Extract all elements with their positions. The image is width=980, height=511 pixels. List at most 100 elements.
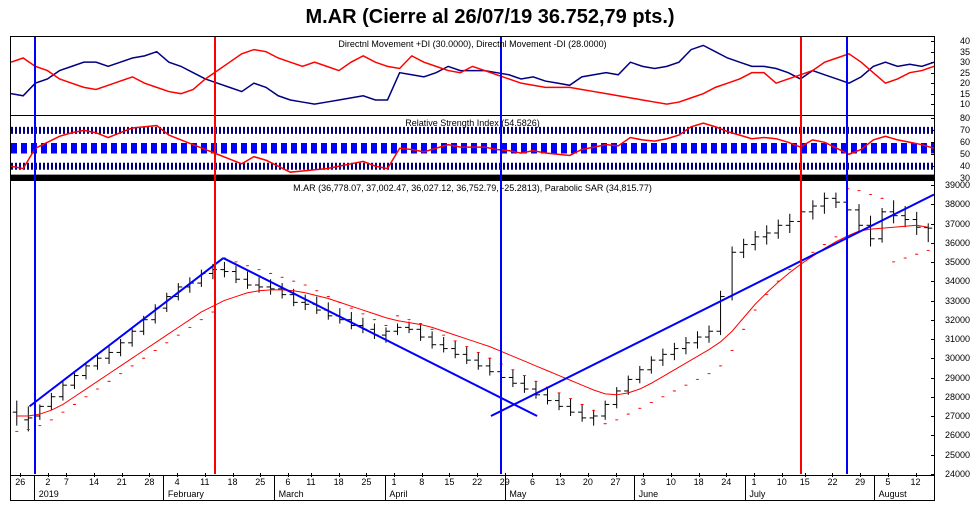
sar-dot (846, 188, 849, 189)
sar-dot (188, 327, 191, 328)
ohlc-bar (867, 216, 875, 247)
sar-dot (280, 277, 283, 278)
sar-dot (638, 408, 641, 409)
x-day-tick: 10 (777, 477, 787, 487)
sar-dot (811, 252, 814, 253)
x-day-tick: 1 (751, 477, 756, 487)
ohlc-bar (913, 212, 921, 235)
ohlc-bar (497, 364, 505, 381)
sar-dot (673, 391, 676, 392)
sar-dot (130, 366, 133, 367)
ohlc-bar (693, 331, 701, 348)
ohlc-bar (809, 200, 817, 219)
sar-dot (419, 323, 422, 324)
x-day-tick: 29 (855, 477, 865, 487)
ohlc-bar (740, 239, 748, 258)
x-day-tick: 1 (392, 477, 397, 487)
sar-dot (696, 379, 699, 380)
price-panel: M.AR (36,778.07, 37,002.47, 36,027.12, 3… (11, 181, 934, 474)
x-day-tick: 18 (334, 477, 344, 487)
ohlc-bar (47, 393, 55, 410)
ohlc-bar (878, 208, 886, 243)
x-month-tick: March (279, 489, 304, 499)
x-day-tick: 15 (444, 477, 454, 487)
trend-line (223, 258, 537, 416)
ohlc-bar (567, 399, 575, 416)
ohlc-bar (728, 247, 736, 301)
sar-dot (246, 265, 249, 266)
sar-dot (857, 190, 860, 191)
sar-dot (523, 375, 526, 376)
sar-dot (869, 194, 872, 195)
sar-dot (788, 269, 791, 270)
sar-dot (592, 410, 595, 411)
sar-dot (730, 350, 733, 351)
rsi-panel: Relative Strength Index (54.5826)3040506… (11, 116, 934, 182)
price-svg (11, 181, 934, 474)
ohlc-bar (243, 272, 251, 289)
x-month-tick: August (879, 489, 907, 499)
sar-dot (165, 342, 168, 343)
x-month-tick: June (639, 489, 659, 499)
ohlc-bar (117, 339, 125, 356)
x-day-tick: 25 (361, 477, 371, 487)
x-day-tick: 18 (228, 477, 238, 487)
sar-dot (107, 381, 110, 382)
sar-dot (742, 329, 745, 330)
sar-dot (442, 335, 445, 336)
sar-dot (234, 262, 237, 263)
x-day-tick: 22 (827, 477, 837, 487)
x-day-tick: 6 (530, 477, 535, 487)
x-month-tick: July (749, 489, 765, 499)
sar-dot (50, 420, 53, 421)
ohlc-bar (520, 376, 528, 393)
x-day-tick: 22 (472, 477, 482, 487)
x-day-tick: 20 (583, 477, 593, 487)
sar-dot (304, 285, 307, 286)
sar-dot (627, 414, 630, 415)
dmi-panel: Directnl Movement +DI (30.0000), Directn… (11, 37, 934, 116)
sar-dot (903, 258, 906, 259)
sar-dot (177, 335, 180, 336)
sar-dot (73, 404, 76, 405)
ohlc-bar (428, 331, 436, 348)
ohlc-bar (509, 370, 517, 387)
x-day-tick: 10 (666, 477, 676, 487)
ohlc-bar (659, 349, 667, 366)
ohlc-bar (843, 197, 851, 216)
sar-dot (96, 389, 99, 390)
ohlc-bar (555, 393, 563, 410)
sar-dot (315, 290, 318, 291)
ohlc-bar (36, 405, 44, 420)
sar-dot (142, 358, 145, 359)
ohlc-bar (636, 366, 644, 383)
x-month-tick: February (168, 489, 204, 499)
sar-dot (407, 319, 410, 320)
sar-dot (27, 429, 30, 430)
sar-dot (269, 273, 272, 274)
x-day-tick: 24 (721, 477, 731, 487)
sar-dot (361, 314, 364, 315)
sar-dot (84, 396, 87, 397)
sar-dot (488, 358, 491, 359)
chart-area: Directnl Movement +DI (30.0000), Directn… (10, 36, 935, 501)
chart-title: M.AR (Cierre al 26/07/19 36.752,79 pts.) (0, 0, 980, 35)
ohlc-bar (717, 291, 725, 335)
sar-dot (892, 262, 895, 263)
ohlc-bar (705, 326, 713, 343)
x-day-tick: 11 (306, 477, 315, 487)
x-month-tick: 2019 (39, 489, 59, 499)
ohlc-bar (601, 401, 609, 420)
sar-dot (569, 398, 572, 399)
x-day-tick: 21 (117, 477, 127, 487)
ohlc-bar (474, 353, 482, 370)
ohlc-bar (13, 401, 21, 426)
ohlc-bar (763, 226, 771, 245)
x-day-tick: 6 (285, 477, 290, 487)
ohlc-bar (797, 206, 805, 227)
sar-dot (707, 373, 710, 374)
price-label: M.AR (36,778.07, 37,002.47, 36,027.12, 3… (293, 183, 652, 193)
sar-dot (834, 237, 837, 238)
sar-dot (327, 296, 330, 297)
sar-dot (765, 294, 768, 295)
